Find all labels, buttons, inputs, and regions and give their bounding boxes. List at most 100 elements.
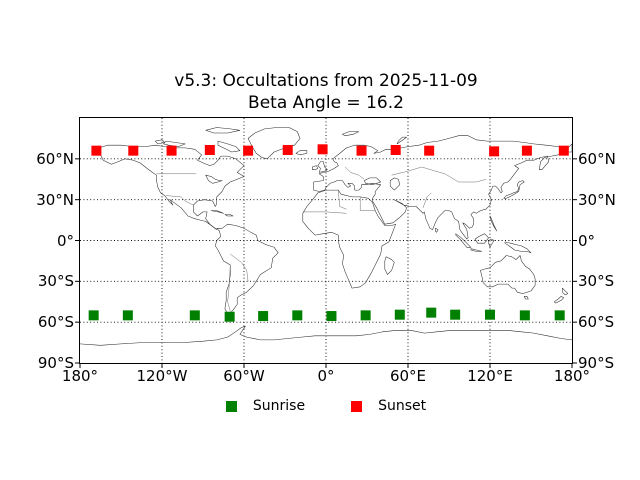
sunset-marker — [204, 144, 215, 155]
sunset-marker — [521, 145, 532, 156]
lon-tick-label: 120°E — [467, 367, 513, 385]
coastline-iceland — [295, 150, 308, 156]
coastline-banks-island — [154, 139, 165, 145]
border-brazil-border — [230, 253, 249, 282]
sunrise-marker — [88, 310, 99, 321]
lat-tick-label-left: 60°S — [37, 313, 74, 332]
coastline-greenland — [247, 127, 301, 160]
sunrise-marker — [258, 311, 269, 322]
coastline-sri-lanka — [435, 228, 439, 233]
sunset-marker — [282, 144, 293, 155]
coastline-south-america — [215, 223, 279, 316]
border-us-mexico-border — [166, 195, 194, 206]
lon-tick-label: 60°E — [389, 367, 427, 385]
sunrise-marker — [394, 309, 405, 320]
legend-item-sunset: Sunset — [351, 398, 426, 414]
coastline-sulawesi — [488, 238, 495, 248]
lat-tick-label-right: 30°S — [578, 272, 615, 291]
coastline-africa — [302, 189, 396, 289]
coastline-svalbard — [342, 131, 360, 136]
sunset-marker — [91, 145, 102, 156]
legend: Sunrise Sunset — [79, 397, 573, 415]
lake-caspian-sea — [389, 177, 401, 191]
coastline-tasmania — [523, 296, 529, 300]
lake-great-lakes — [205, 174, 223, 184]
coastline-sumatra — [455, 233, 472, 248]
coastline-britain — [317, 161, 328, 173]
coastline-victoria-island — [163, 140, 186, 147]
sunset-marker — [128, 145, 139, 156]
sunset-swatch-icon — [351, 400, 363, 412]
lon-tick-label: 0° — [317, 367, 335, 385]
border-chile-argentina-border — [227, 264, 231, 312]
sunset-marker — [243, 145, 254, 156]
lat-tick-label-right: 90°S — [578, 354, 615, 372]
coastline-hispaniola — [224, 214, 234, 217]
sunrise-marker — [519, 310, 530, 321]
border-algeria-libya-border — [338, 190, 347, 210]
chart-title-line1: v5.3: Occultations from 2025-11-09 — [174, 71, 478, 91]
lat-tick-label-left: 30°N — [36, 190, 74, 209]
coastline-ireland — [312, 165, 319, 170]
lat-tick-label-right: 60°N — [578, 149, 616, 168]
lat-tick-label-left: 0° — [56, 231, 74, 250]
lon-tick-label: 180° — [553, 367, 591, 385]
sunset-marker — [166, 145, 177, 156]
lake-black-sea — [364, 177, 381, 185]
border-russia-kazakh-border — [391, 166, 445, 176]
sunrise-marker — [360, 310, 371, 321]
sunrise-marker — [189, 310, 200, 321]
coastline-baffin-island — [217, 140, 241, 153]
legend-item-sunrise: Sunrise — [225, 398, 306, 414]
coastline-cuba — [210, 210, 224, 214]
lat-tick-label-right: 30°N — [578, 190, 616, 209]
lat-tick-label-left: 90°S — [37, 354, 74, 372]
lat-tick-label-left: 30°S — [37, 272, 74, 291]
coastline-north-america — [98, 144, 245, 230]
legend-label: Sunrise — [252, 398, 306, 414]
chart-title-line2: Beta Angle = 16.2 — [248, 93, 404, 113]
coastline-antarctica — [79, 326, 573, 346]
border-china-mongolia-border — [444, 173, 486, 183]
coastline-java — [470, 248, 483, 252]
coastline-eurasia — [313, 135, 573, 240]
sunrise-marker — [450, 309, 461, 320]
lat-tick-label-left: 60°N — [36, 149, 74, 168]
axes-frame — [79, 117, 573, 364]
lat-tick-label-right: 0° — [578, 231, 596, 250]
sunrise-marker — [224, 311, 235, 322]
sunrise-marker — [485, 309, 495, 320]
sunset-marker — [424, 145, 435, 156]
sunset-marker — [489, 146, 500, 157]
lat-tick-label-right: 60°S — [578, 313, 615, 332]
sunset-marker — [356, 145, 367, 156]
coastline-madagascar — [384, 256, 395, 275]
sunrise-marker — [122, 310, 133, 321]
coastline-philippines — [489, 215, 498, 232]
sunset-marker — [317, 144, 328, 155]
coastline-ellesmere-island — [205, 127, 241, 134]
border-europe-borders — [344, 166, 365, 180]
sunset-marker — [558, 145, 569, 156]
coastline-australia — [480, 255, 536, 294]
lon-tick-label: 60°W — [223, 367, 265, 385]
coastline-japan — [503, 180, 525, 199]
coastline-novaya-zemlya — [396, 136, 407, 145]
coastline-new-zealand-south — [553, 296, 565, 304]
coastline-borneo — [474, 233, 489, 244]
lon-tick-label: 180° — [61, 367, 99, 385]
legend-label: Sunset — [378, 398, 427, 414]
sunrise-marker — [554, 310, 565, 321]
border-sahel-border — [302, 211, 347, 214]
sunrise-marker — [326, 311, 337, 322]
sunset-marker — [390, 144, 401, 155]
chart-title: v5.3: Occultations from 2025-11-09 Beta … — [79, 70, 573, 114]
coastline-new-zealand-north — [562, 287, 569, 296]
border-india-pakistan-border — [422, 192, 432, 208]
lon-tick-label: 120°W — [136, 367, 188, 385]
coastline-new-guinea — [504, 241, 532, 254]
sunrise-marker — [426, 307, 437, 318]
sunrise-swatch-icon — [225, 400, 237, 412]
